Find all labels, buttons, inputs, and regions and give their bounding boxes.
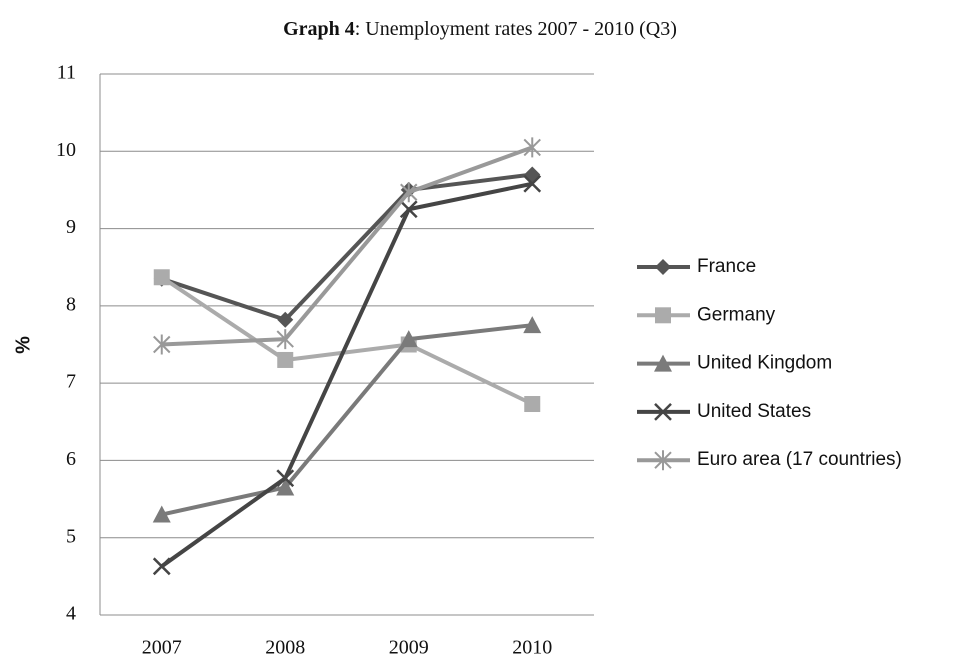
legend-label: Euro area (17 countries) [697,449,902,470]
legend-label: Germany [697,304,776,325]
y-tick-label: 7 [66,371,76,393]
data-point [153,269,170,286]
data-point [523,316,542,334]
title-bold: Graph 4 [283,18,355,40]
x-tick-label: 2008 [265,637,305,659]
legend-label: United States [697,401,811,422]
title-rest: : Unemployment rates 2007 - 2010 (Q3) [355,18,677,40]
data-point [277,311,294,328]
data-point [152,557,171,576]
data-point [399,330,418,348]
y-tick-label: 10 [56,139,76,161]
series-line [161,172,533,322]
legend-marker [655,259,671,275]
legend-marker [654,450,672,471]
data-point [276,329,294,350]
y-tick-label: 9 [66,216,76,238]
data-point [399,200,418,219]
y-tick-label: 11 [57,62,76,84]
data-point [276,478,295,496]
data-point [277,351,294,368]
x-tick-label: 2007 [142,637,182,659]
y-tick-label: 8 [66,293,76,315]
legend-label: France [697,256,756,277]
data-point [153,334,171,355]
series-line [161,323,533,517]
x-tick-label: 2010 [512,637,552,659]
chart-title: Graph 4: Unemployment rates 2007 - 2010 … [283,18,677,40]
legend-marker [654,354,672,372]
series-line [160,181,533,568]
data-point [524,166,541,183]
x-tick-label: 2009 [389,637,429,659]
data-point [400,182,418,203]
series-line [160,275,534,406]
legend-label: United Kingdom [697,353,832,374]
series-line [161,145,533,347]
y-tick-label: 4 [66,603,76,625]
legend-marker [655,307,671,324]
y-axis-label: % [12,336,34,354]
data-point [524,396,541,413]
data-point [152,505,171,523]
legend-marker [654,403,672,421]
y-tick-label: 5 [66,525,76,547]
data-point [523,174,542,193]
y-tick-label: 6 [66,448,76,470]
data-point [276,469,295,488]
data-point [523,137,541,158]
